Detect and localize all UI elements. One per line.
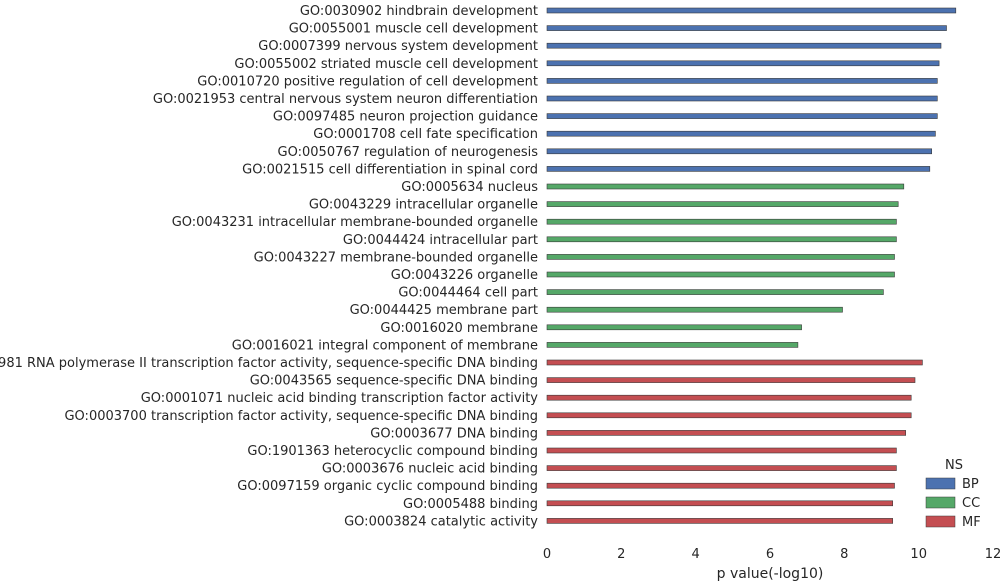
category-label: GO:0005634 nucleus [401,180,538,195]
bar-mf [546,465,897,471]
category-label: GO:0005488 binding [403,497,538,512]
bar-mf [546,394,912,401]
category-label: GO:0043226 organelle [391,268,538,283]
legend-title: NS [945,458,963,473]
bar-mf [546,430,907,436]
legend-swatch-bp [925,477,956,490]
legend: NS BP CC MF [925,458,981,530]
x-tick-label: 10 [910,547,927,562]
category-labels: GO:0030902 hindbrain development GO:00550… [0,4,538,529]
bar-mf [546,518,894,524]
category-label: GO:0001708 cell fate specification [313,127,538,142]
legend-label-bp: BP [962,477,979,492]
bar-cc [546,201,899,207]
bar-mf [546,500,894,507]
bar-bp [546,113,938,119]
bar-mf [546,482,895,489]
bars-layer [546,7,957,524]
category-label: GO:0097485 neuron projection guidance [273,110,538,125]
legend-label-cc: CC [962,496,980,511]
bar-cc [546,236,897,243]
category-label: GO:0043565 sequence-specific DNA binding [250,374,538,389]
bar-cc [546,306,843,313]
bar-bp [546,42,942,49]
category-label: GO:0044425 membrane part [350,303,538,318]
category-label: GO:0055001 muscle cell development [289,22,538,37]
category-label: GO:0043229 intracellular organelle [309,198,538,213]
x-tick-label: 2 [617,547,625,562]
category-label: GO:1901363 heterocyclic compound binding [247,444,538,459]
bar-cc [546,254,895,260]
bar-mf [546,377,916,383]
bar-cc [546,218,897,225]
bar-cc [546,289,884,295]
category-label: GO:0016020 membrane [380,321,538,336]
bar-cc [546,271,895,278]
bar-bp [546,25,947,31]
category-label: GO:0043227 membrane-bounded organelle [254,250,538,265]
category-label: GO:0021953 central nervous system neuron… [153,92,538,107]
legend-swatch-cc [925,496,956,509]
bar-cc [546,342,799,348]
category-label: GO:0000981 RNA polymerase II transcripti… [0,356,538,371]
category-label: GO:0097159 organic cyclic compound bindi… [237,479,538,494]
bar-mf [546,412,912,419]
x-axis-title: p value(-log10) [717,566,824,582]
category-label: GO:0016021 integral component of membran… [232,338,538,353]
bar-bp [546,148,933,155]
category-label: GO:0001071 nucleic acid binding transcri… [141,391,539,406]
x-tick-label: 12 [985,547,1002,562]
category-label: GO:0044464 cell part [398,286,538,301]
category-label: GO:0007399 nervous system development [258,39,538,54]
bar-cc [546,324,802,331]
bar-mf [546,447,897,454]
category-label: GO:0003676 nucleic acid binding [322,462,538,477]
x-tick-label: 4 [692,547,700,562]
bar-bp [546,130,936,137]
bar-mf [546,359,923,366]
x-tick-label: 0 [543,547,551,562]
category-label: GO:0003824 catalytic activity [344,514,538,529]
bar-cc [546,183,905,190]
x-tick-label: 8 [840,547,848,562]
category-label: GO:0003700 transcription factor activity… [64,409,538,424]
bar-bp [546,60,940,67]
category-label: GO:0030902 hindbrain development [300,4,538,19]
category-label: GO:0050767 regulation of neurogenesis [278,145,539,160]
category-label: GO:0043231 intracellular membrane-bounde… [172,215,538,230]
category-label: GO:0055002 striated muscle cell developm… [234,57,538,72]
category-label: GO:0003677 DNA binding [370,426,538,441]
category-label: GO:0044424 intracellular part [343,233,538,248]
bar-bp [546,166,931,172]
bar-bp [546,95,938,102]
x-axis: 0 2 4 6 8 10 12 [543,547,1001,562]
bar-bp [546,78,938,84]
legend-swatch-mf [925,515,956,528]
bar-bp [546,7,957,14]
x-tick-label: 6 [766,547,774,562]
category-label: GO:0010720 positive regulation of cell d… [197,74,538,89]
legend-label-mf: MF [962,515,981,530]
category-label: GO:0021515 cell differentiation in spina… [242,162,538,177]
